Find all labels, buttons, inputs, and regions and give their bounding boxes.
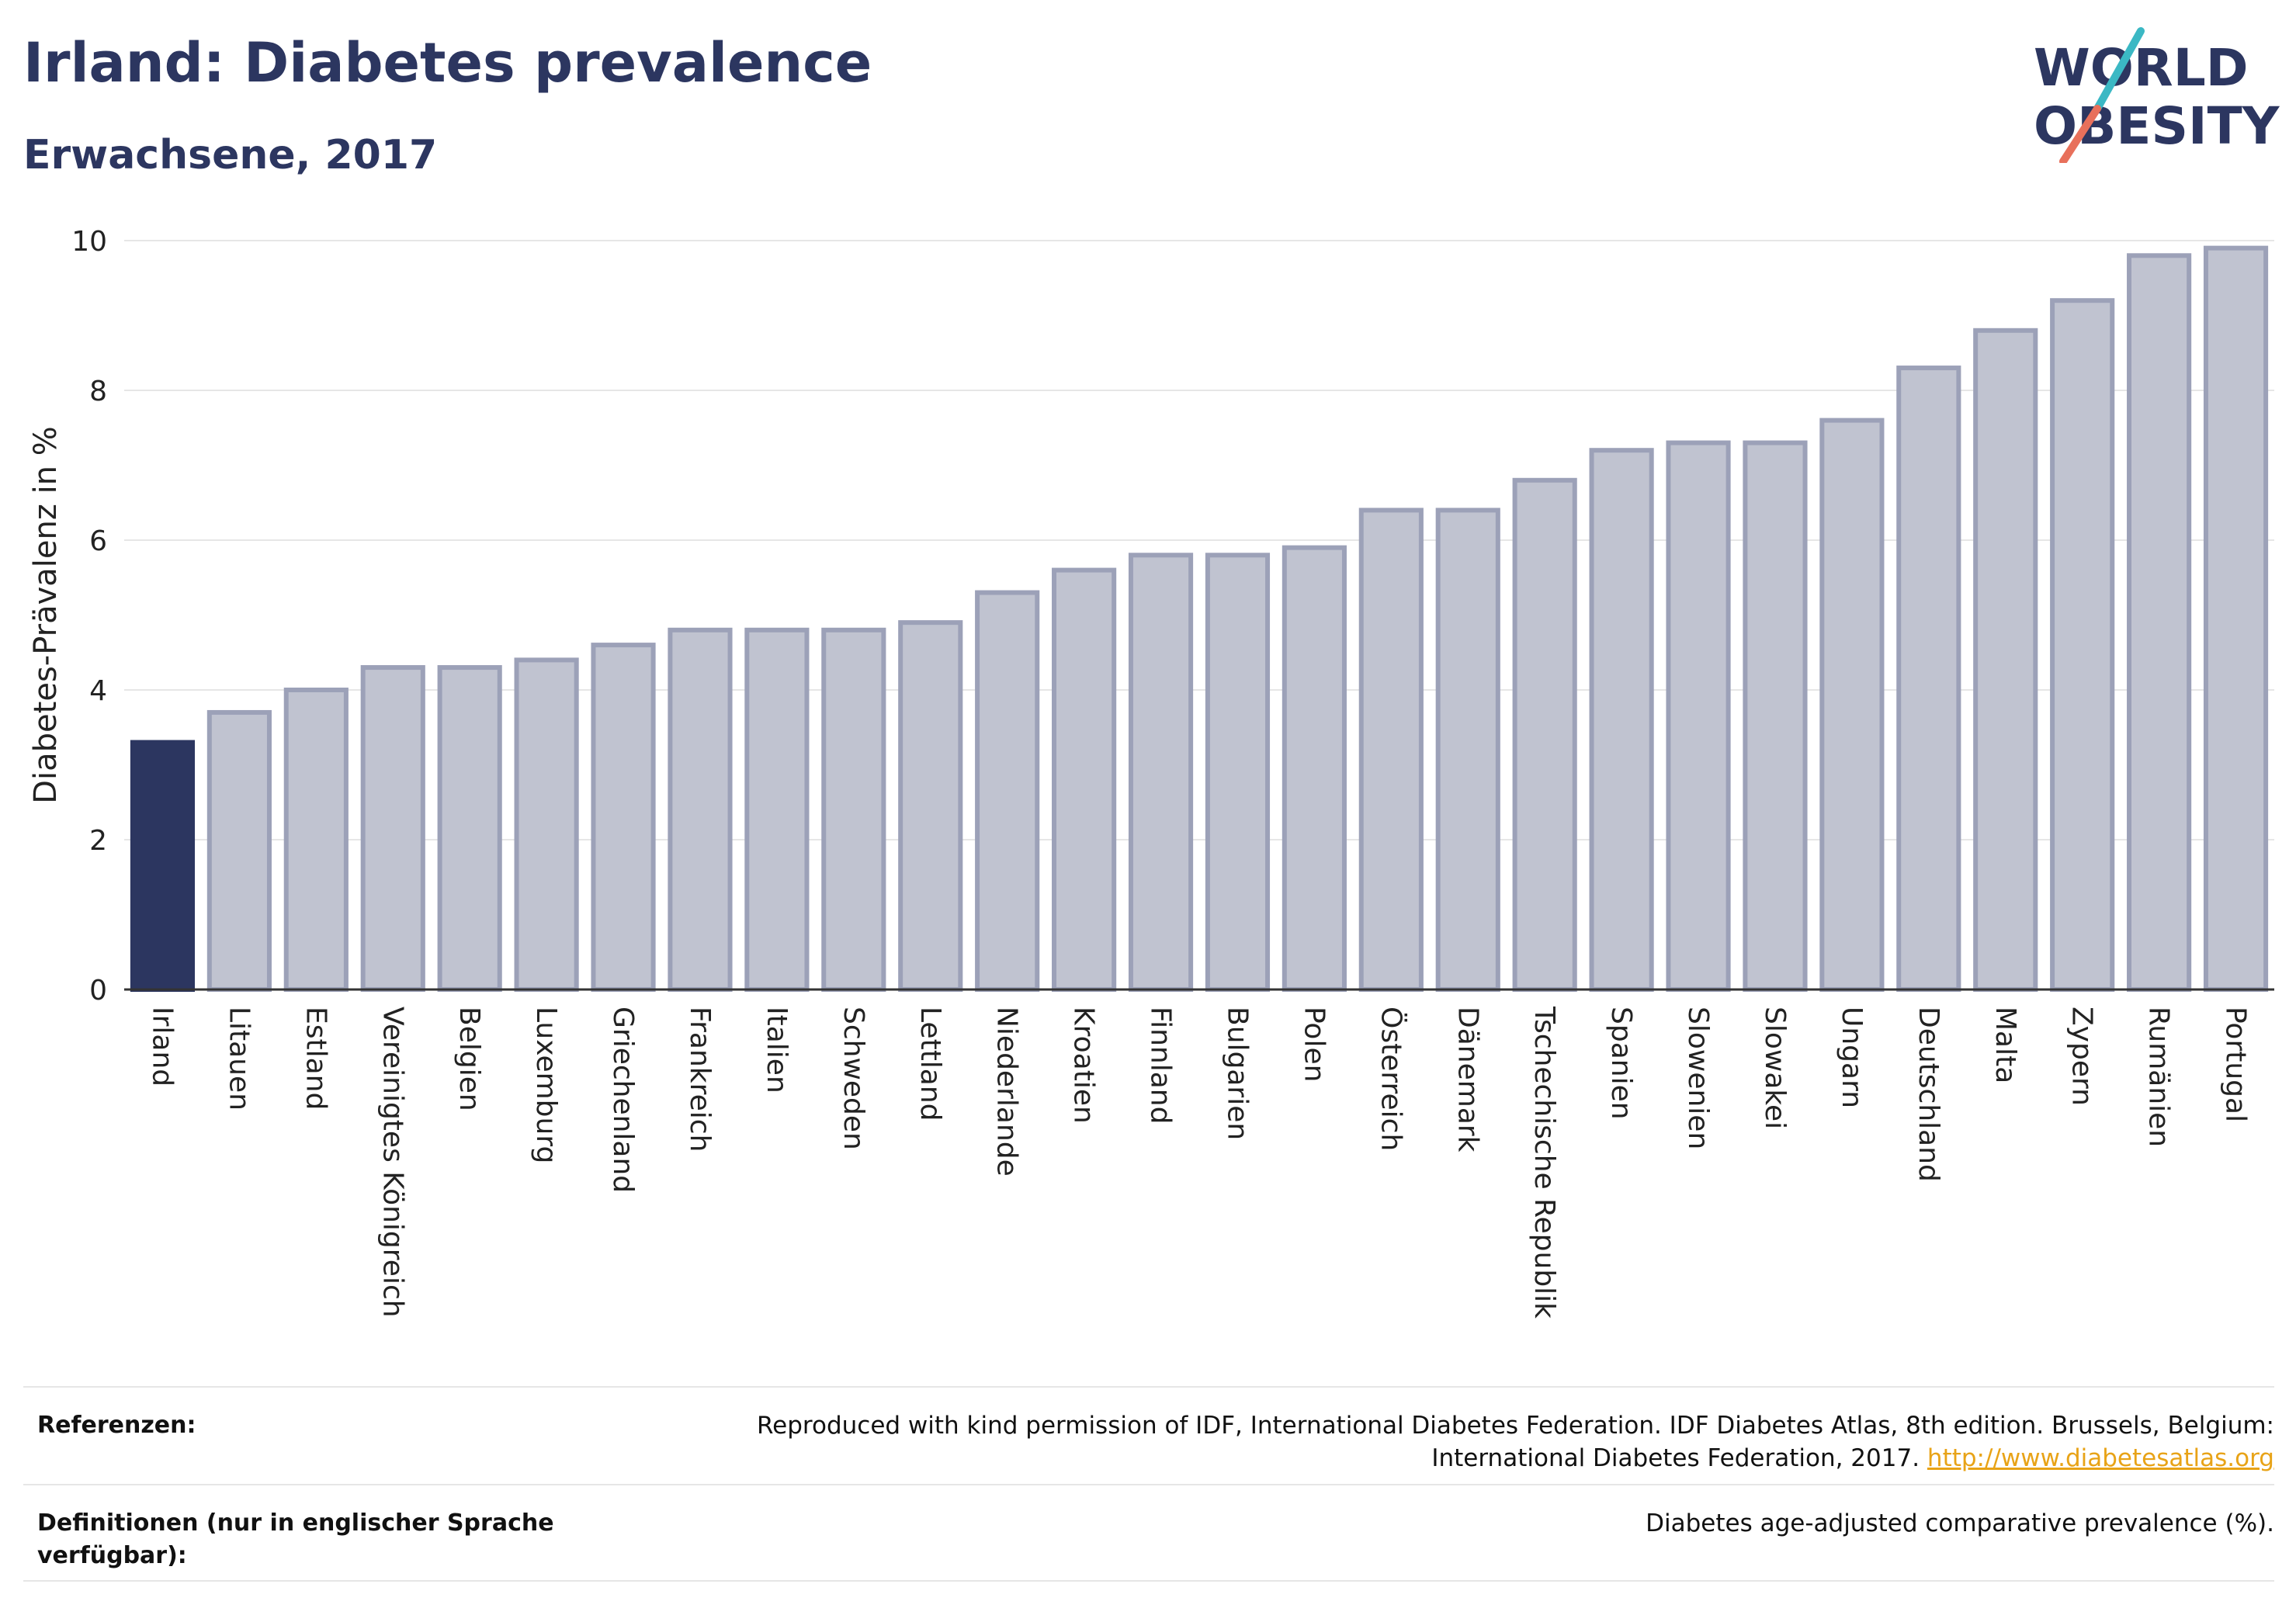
logo-slash-bottom [2059, 105, 2101, 163]
y-tick-label: 8 [89, 376, 107, 407]
bar-polen [1282, 545, 1347, 992]
x-tick-label: Finnland [1145, 1007, 1177, 1124]
x-tick-label: Luxemburg [530, 1007, 562, 1163]
footer: Referenzen: Reproduced with kind permiss… [23, 1386, 2274, 1582]
x-tick-label: Italien [761, 1007, 793, 1093]
x-tick-label: Spanien [1605, 1007, 1637, 1120]
logo-line-1: WORLD [2034, 38, 2249, 98]
x-tick-label: Irland [146, 1007, 178, 1087]
bar-irland [130, 740, 196, 992]
references-row: Referenzen: Reproduced with kind permiss… [23, 1386, 2274, 1484]
x-tick-label: Rumänien [2143, 1007, 2175, 1147]
y-axis-label: Diabetes-Prävalenz in % [28, 426, 64, 804]
bar-zypern [2050, 298, 2115, 992]
world-obesity-logo: WORLD OBESITY [2034, 27, 2280, 163]
bar-estland [283, 688, 349, 992]
y-tick-label: 4 [89, 675, 107, 707]
bar-luxemburg [514, 657, 579, 993]
bar-spanien [1589, 448, 1654, 992]
bars [130, 245, 2269, 993]
y-axis-ticks: 0 2 4 6 8 10 [71, 226, 107, 1007]
logo-slash-top [2093, 27, 2145, 113]
x-tick-label: Ungarn [1836, 1007, 1868, 1108]
y-tick-label: 10 [71, 226, 107, 258]
bar-italien [744, 627, 810, 992]
x-tick-label: Niederlande [991, 1007, 1023, 1177]
bar-tschechische-republik [1512, 477, 1577, 992]
y-tick-label: 2 [89, 825, 107, 857]
definitions-label: Definitionen (nur in englischer Sprache … [37, 1509, 554, 1569]
bar-frankreich [668, 627, 733, 992]
bar-deutschland [1896, 366, 1961, 992]
references-label: Referenzen: [37, 1412, 196, 1439]
x-tick-label: Litauen [223, 1007, 255, 1111]
bar-schweden [821, 627, 886, 992]
chart-subtitle: Erwachsene, 2017 [23, 132, 438, 178]
x-tick-label: Zypern [2066, 1007, 2098, 1106]
bar-belgien [437, 665, 502, 992]
x-tick-label: Slowakei [1759, 1007, 1791, 1129]
references-text-2: International Diabetes Federation, 2017. [1431, 1444, 1920, 1472]
bar-kroatien [1052, 567, 1117, 992]
bar-chart: 0 2 4 6 8 10 Irland Litauen Estland Vereinigtes … [28, 226, 2274, 1319]
x-tick-label: Estland [300, 1007, 331, 1110]
y-tick-label: 0 [89, 975, 107, 1007]
bar-litauen [206, 709, 272, 992]
x-tick-label: Slowenien [1682, 1007, 1714, 1149]
bar-finnland [1128, 553, 1194, 992]
bar-niederlande [975, 590, 1040, 992]
bar-dänemark [1435, 508, 1500, 992]
bar-portugal [2203, 245, 2269, 992]
x-tick-label: Tschechische Republik [1528, 1006, 1560, 1319]
x-tick-label: Kroatien [1068, 1007, 1100, 1124]
x-tick-label: Frankreich [684, 1007, 716, 1152]
x-tick-label: Griechenland [607, 1007, 639, 1193]
chart-title: Irland: Diabetes prevalence [23, 31, 872, 95]
references-text-1: Reproduced with kind permission of IDF, … [757, 1412, 2274, 1440]
bar-lettland [898, 620, 963, 993]
x-tick-label: Dänemark [1451, 1007, 1483, 1152]
x-tick-label: Schweden [838, 1007, 869, 1150]
bar-slowakei [1743, 440, 1808, 992]
definitions-text: Diabetes age-adjusted comparative preval… [1646, 1509, 2274, 1537]
x-tick-label: Malta [1989, 1007, 2021, 1083]
references-text: Reproduced with kind permission of IDF, … [757, 1409, 2274, 1475]
y-tick-label: 6 [89, 525, 107, 557]
x-tick-label: Lettland [914, 1007, 946, 1121]
x-tick-label: Belgien [453, 1007, 485, 1111]
x-tick-label: Deutschland [1913, 1007, 1944, 1182]
bar-ungarn [1819, 418, 1885, 992]
x-tick-label: Bulgarien [1221, 1007, 1253, 1140]
definitions-row: Definitionen (nur in englischer Sprache … [23, 1484, 2274, 1582]
references-link[interactable]: http://www.diabetesatlas.org [1927, 1444, 2274, 1472]
x-tick-label: Portugal [2220, 1007, 2252, 1122]
x-tick-label: Österreich [1375, 1007, 1407, 1151]
bar-vereinigtes-königreich [360, 665, 425, 992]
x-tick-label: Vereinigtes Königreich [376, 1007, 408, 1318]
x-tick-label: Polen [1298, 1007, 1330, 1082]
bar-malta [1973, 328, 2038, 992]
bar-griechenland [591, 643, 656, 992]
bar-österreich [1358, 508, 1424, 992]
bar-rumänien [2127, 253, 2192, 992]
x-axis-labels: Irland Litauen Estland Vereinigtes Königrei… [146, 1006, 2251, 1319]
bar-slowenien [1666, 440, 1731, 992]
bar-bulgarien [1205, 553, 1271, 992]
